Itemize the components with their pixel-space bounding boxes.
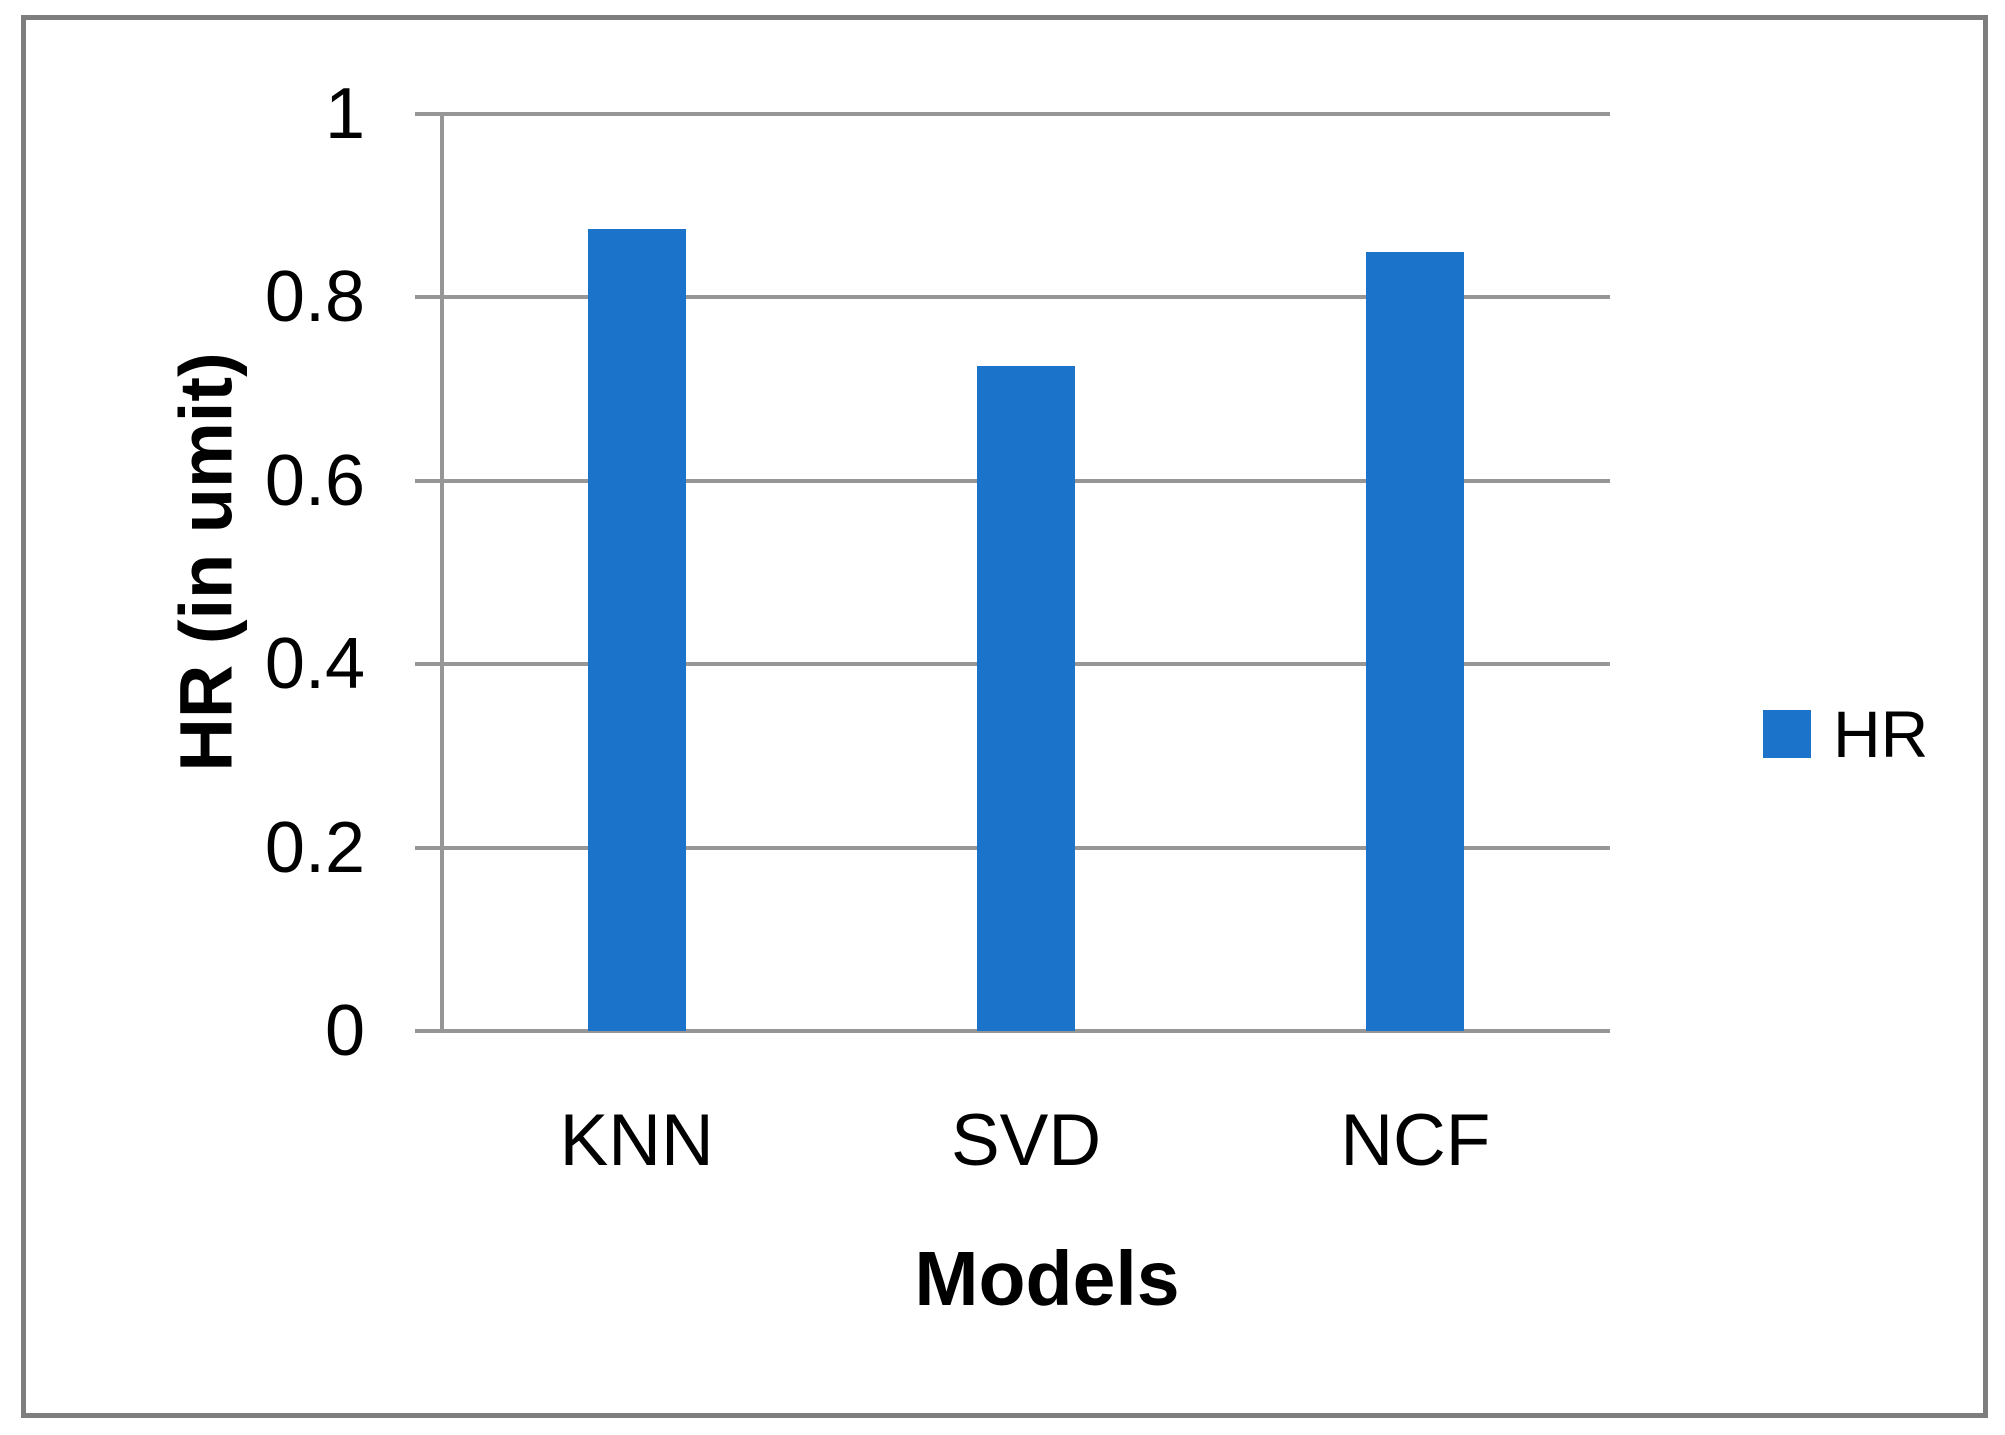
chart-frame: 0 0.2 0.4 0.6 0.8 1 KNN SVD NCF HR (in umit) Mod… <box>21 15 1988 1418</box>
y-tick-label: 1 <box>324 74 365 154</box>
gridline <box>442 112 1610 116</box>
y-axis-title: HR (in umit) <box>164 352 248 772</box>
y-axis-tick <box>415 112 442 116</box>
y-tick-label: 0.2 <box>264 807 365 888</box>
x-tick-label-knn: KNN <box>559 1100 714 1181</box>
x-axis-title: Models <box>914 1236 1180 1322</box>
y-axis-tick <box>415 662 442 667</box>
bar-svd <box>977 366 1075 1031</box>
y-axis-line <box>440 112 444 1033</box>
bar-knn <box>587 228 686 1031</box>
legend-label-hr: HR <box>1833 697 1929 771</box>
y-axis-tick <box>415 295 442 300</box>
x-tick-label-svd: SVD <box>950 1100 1102 1181</box>
y-axis-tick <box>415 845 442 850</box>
y-axis-tick <box>415 478 442 483</box>
legend-swatch-hr <box>1763 710 1811 758</box>
y-axis-tick <box>415 1029 442 1033</box>
gridline <box>442 1029 1610 1033</box>
y-tick-label: 0.6 <box>264 440 365 521</box>
gridline <box>442 295 1610 300</box>
y-tick-label: 0.8 <box>264 257 365 338</box>
y-tick-label: 0 <box>324 991 365 1071</box>
bar-ncf <box>1366 251 1465 1031</box>
x-tick-label-ncf: NCF <box>1340 1100 1491 1181</box>
y-tick-label: 0.4 <box>264 624 365 705</box>
